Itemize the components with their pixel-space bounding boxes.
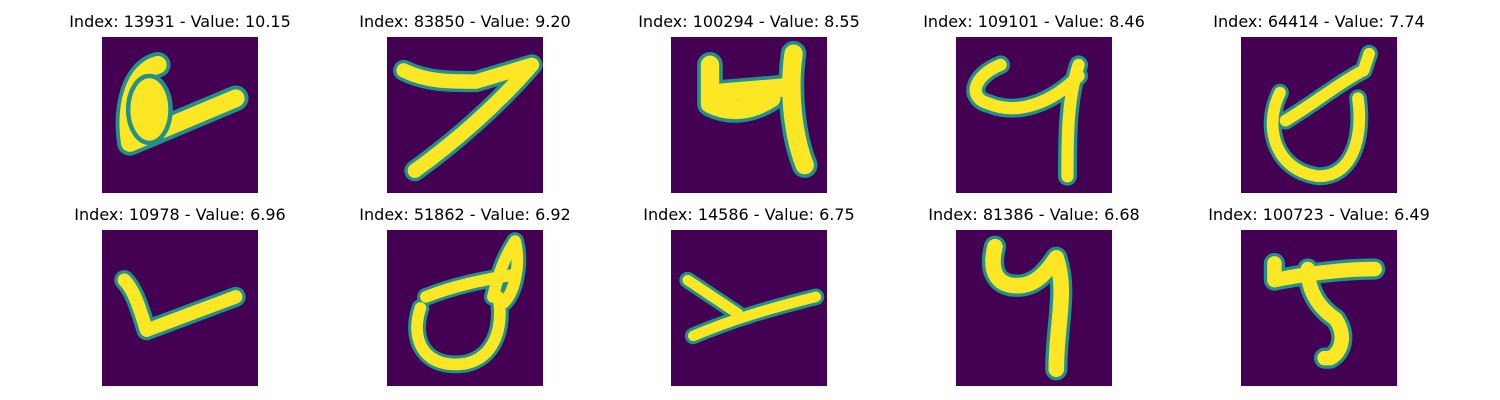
panel-title: Index: 81386 - Value: 6.68: [928, 205, 1140, 224]
digit-image: [387, 37, 543, 193]
digit-image: [102, 37, 258, 193]
digit-image: [671, 37, 827, 193]
digit-image: [956, 37, 1112, 193]
digit-image: [102, 230, 258, 386]
panel-title: Index: 14586 - Value: 6.75: [643, 205, 855, 224]
panel-title: Index: 10978 - Value: 6.96: [74, 205, 286, 224]
panel-title: Index: 64414 - Value: 7.74: [1213, 12, 1425, 31]
digit-image: [387, 230, 543, 386]
panel-title: Index: 13931 - Value: 10.15: [69, 12, 291, 31]
panel-title: Index: 100294 - Value: 8.55: [638, 12, 860, 31]
panel-title: Index: 83850 - Value: 9.20: [359, 12, 571, 31]
digit-image: [1241, 37, 1397, 193]
panel-title: Index: 51862 - Value: 6.92: [359, 205, 571, 224]
panel-title: Index: 100723 - Value: 6.49: [1208, 205, 1430, 224]
panel-title: Index: 109101 - Value: 8.46: [923, 12, 1145, 31]
digit-image: [956, 230, 1112, 386]
digit-image: [1241, 230, 1397, 386]
digit-image: [671, 230, 827, 386]
